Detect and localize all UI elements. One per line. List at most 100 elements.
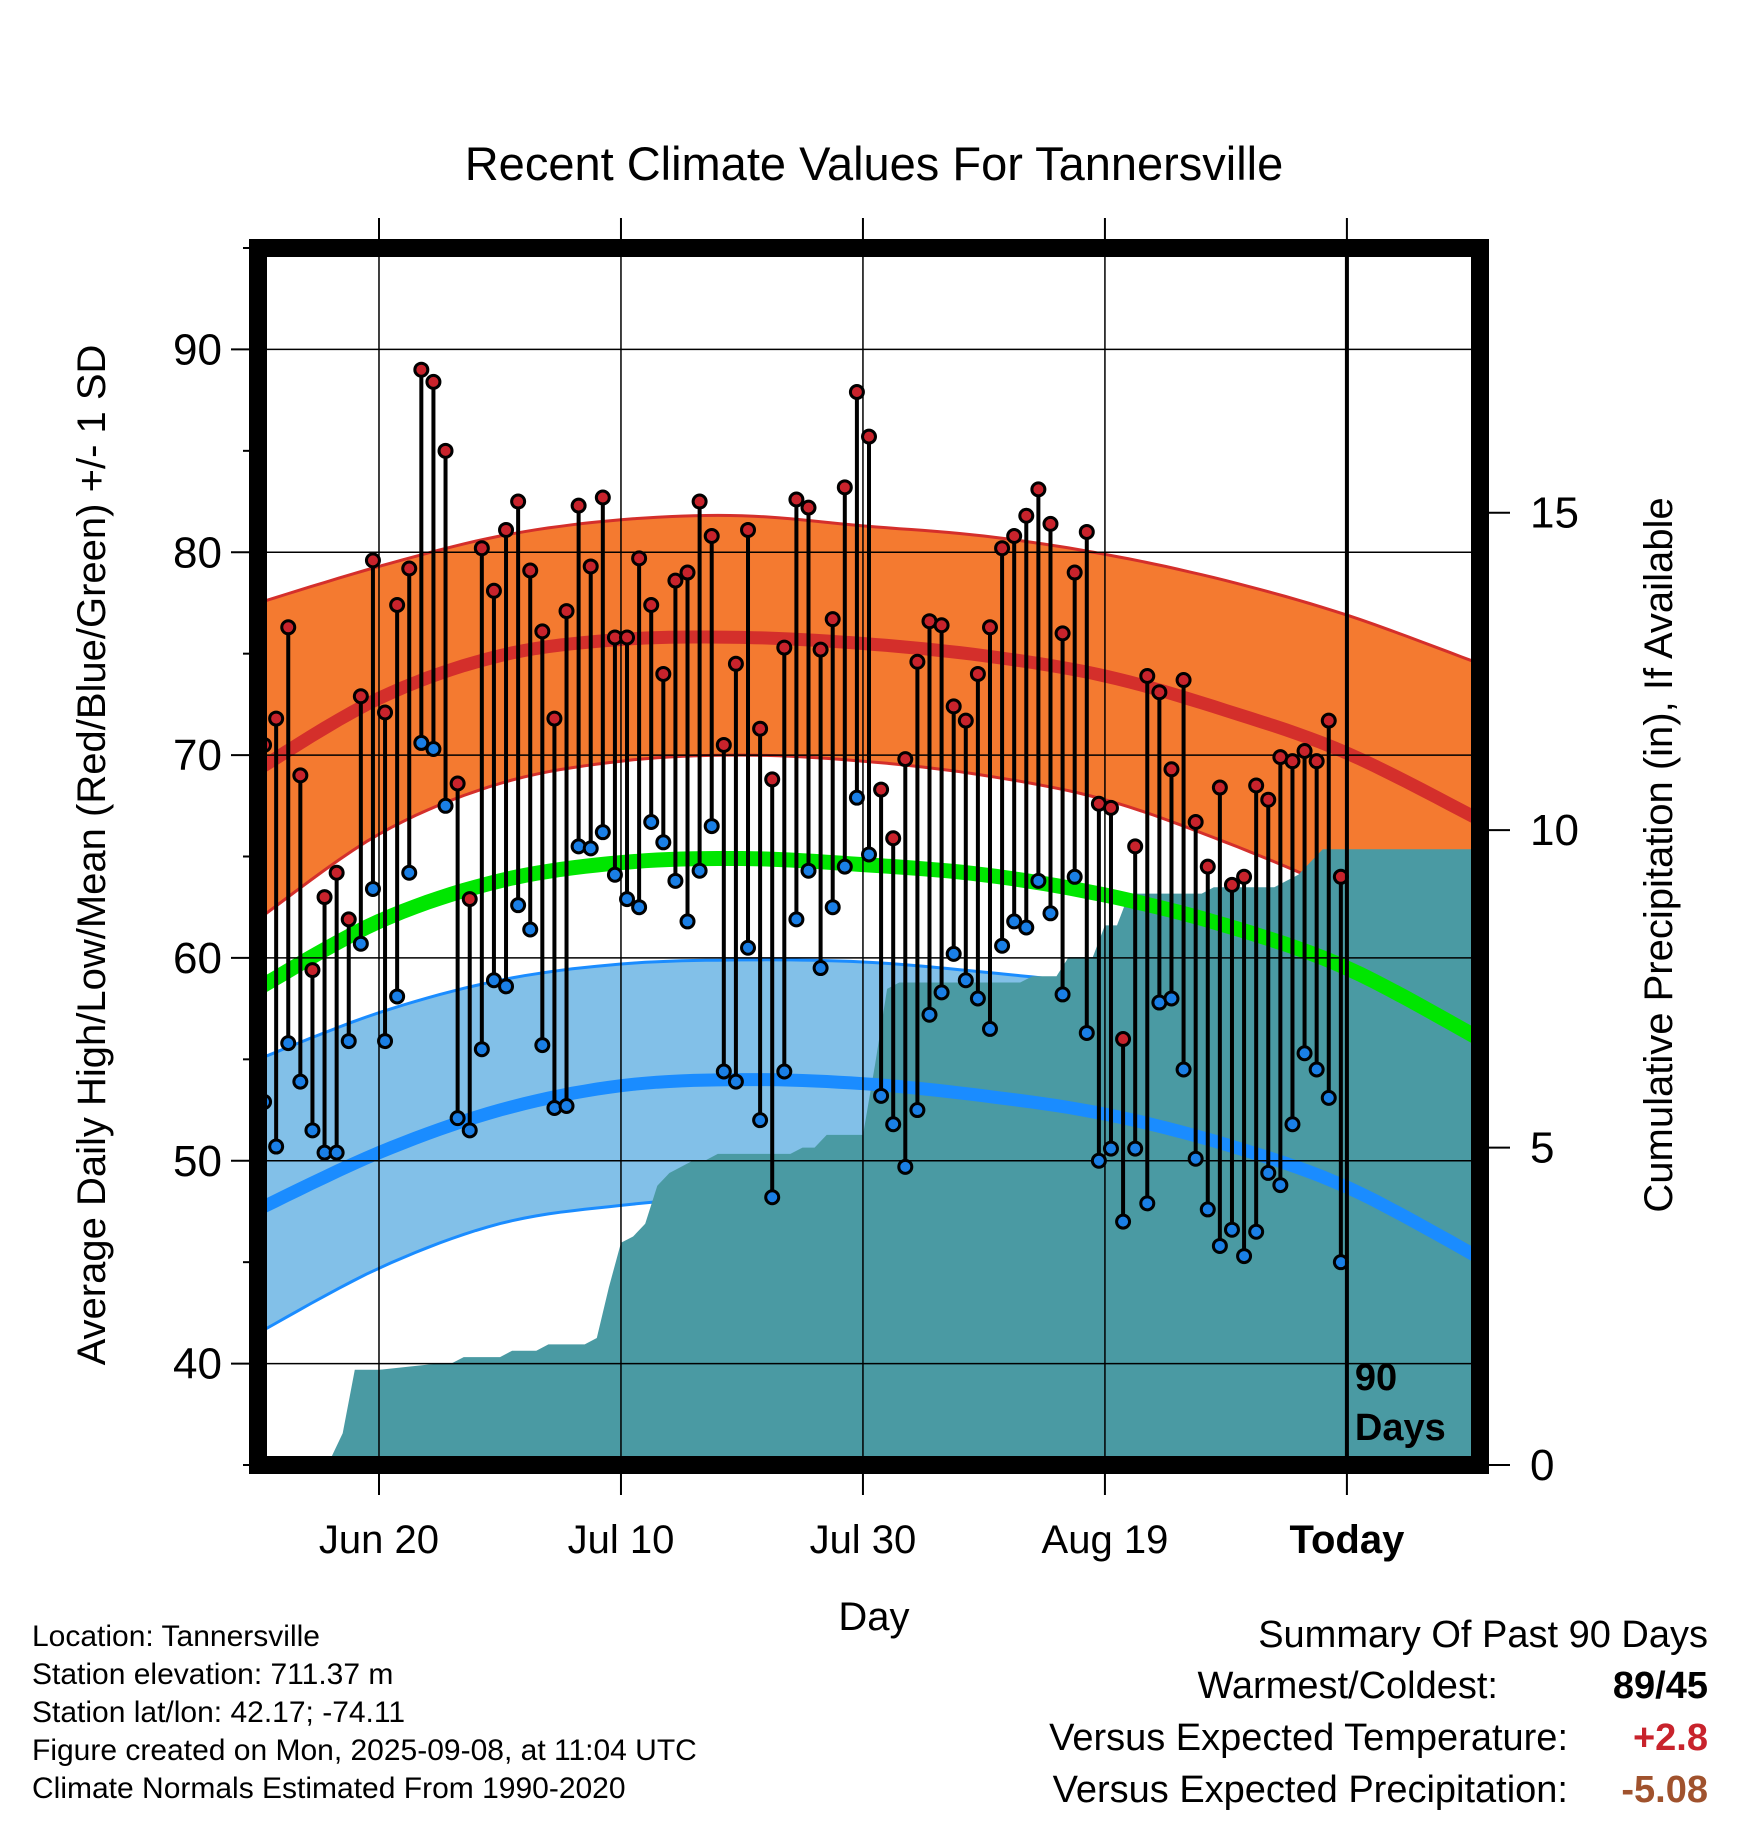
daily-low-point <box>606 866 623 883</box>
daily-low-point <box>1284 1116 1301 1133</box>
daily-high-point <box>1066 564 1083 581</box>
daily-high-point <box>788 491 805 508</box>
daily-low-point <box>292 1073 309 1090</box>
daily-high-point <box>389 596 406 613</box>
daily-high-point <box>1139 667 1156 684</box>
daily-high-point <box>1211 779 1228 796</box>
daily-low-point <box>268 1138 285 1155</box>
daily-low-point <box>558 1097 575 1114</box>
daily-low-point <box>1320 1089 1337 1106</box>
y2-tick-label: 10 <box>1530 806 1579 855</box>
daily-high-point <box>1078 523 1095 540</box>
daily-low-point <box>861 846 877 863</box>
daily-low-point <box>1054 986 1071 1003</box>
daily-low-point <box>945 945 962 962</box>
x-tick-label: Jul 30 <box>810 1518 917 1562</box>
daily-low-point <box>401 864 418 881</box>
daily-low-point <box>437 797 454 814</box>
daily-high-point <box>752 720 769 737</box>
daily-high-point <box>909 653 926 670</box>
daily-low-point <box>740 939 757 956</box>
daily-low-point <box>498 978 515 995</box>
daily-low-point <box>389 988 406 1005</box>
daily-low-point <box>655 834 672 851</box>
daily-low-point <box>340 1033 357 1050</box>
daily-low-point <box>909 1102 926 1119</box>
daily-high-point <box>1006 528 1023 545</box>
chart-title: Recent Climate Values For Tannersville <box>465 137 1284 190</box>
daily-high-point <box>1018 507 1035 524</box>
daily-low-point <box>824 899 841 916</box>
summary-row-temp: Versus Expected Temperature: +2.8 <box>808 1712 1708 1764</box>
summary-row-extremes: Warmest/Coldest: 89/45 <box>808 1660 1708 1712</box>
daily-high-point <box>994 540 1011 557</box>
daily-low-point <box>800 862 817 879</box>
daily-low-point <box>981 1020 998 1037</box>
summary-row-precip: Versus Expected Precipitation: -5.08 <box>808 1764 1708 1816</box>
daily-high-point <box>292 767 309 784</box>
daily-high-point <box>1030 481 1047 498</box>
summary-title: Summary Of Past 90 Days <box>1258 1614 1708 1656</box>
daily-high-point <box>800 499 817 516</box>
daily-high-point <box>1199 858 1216 875</box>
daily-high-point <box>1223 876 1240 893</box>
daily-high-point <box>1163 761 1180 778</box>
daily-low-point <box>1187 1150 1204 1167</box>
daily-high-point <box>1127 838 1144 855</box>
daily-low-point <box>1272 1177 1289 1194</box>
daily-low-point <box>1248 1223 1265 1240</box>
precip-anomaly-value: -5.08 <box>1621 1769 1708 1811</box>
y-tick-label: 70 <box>173 731 222 780</box>
daily-high-point <box>836 479 853 496</box>
daily-high-point <box>1054 625 1071 642</box>
daily-high-point <box>703 528 720 545</box>
daily-high-point <box>1115 1031 1132 1048</box>
daily-high-point <box>316 889 333 906</box>
daily-low-point <box>352 935 369 952</box>
x-tick-label: Jun 20 <box>319 1518 439 1562</box>
daily-high-point <box>1102 799 1119 816</box>
today-label-unit: Days <box>1355 1407 1446 1449</box>
daily-low-point <box>1296 1045 1313 1062</box>
daily-high-point <box>268 710 285 727</box>
daily-low-point <box>969 990 986 1007</box>
daily-high-point <box>280 619 297 636</box>
daily-low-point <box>582 840 599 857</box>
daily-high-point <box>1042 515 1059 532</box>
daily-high-point <box>413 361 430 378</box>
daily-high-point <box>619 629 636 646</box>
daily-low-point <box>873 1087 890 1104</box>
daily-high-point <box>449 775 466 792</box>
daily-low-point <box>788 911 805 928</box>
daily-high-point <box>1151 684 1168 701</box>
daily-high-point <box>594 489 611 506</box>
daily-low-point <box>1163 990 1180 1007</box>
daily-low-point <box>752 1112 769 1129</box>
daily-low-point <box>461 1122 478 1139</box>
daily-high-point <box>812 641 829 658</box>
daily-low-point <box>994 937 1011 954</box>
daily-high-point <box>522 562 539 579</box>
daily-high-point <box>873 781 890 798</box>
daily-high-point <box>461 891 478 908</box>
daily-high-point <box>957 712 974 729</box>
daily-high-point <box>945 698 962 715</box>
info-created: Figure created on Mon, 2025-09-08, at 11… <box>32 1734 697 1767</box>
daily-low-point <box>691 862 708 879</box>
daily-high-point <box>764 771 781 788</box>
daily-low-point <box>643 814 660 831</box>
plot-content: 90 Days <box>258 248 1480 1465</box>
daily-high-point <box>981 619 998 636</box>
daily-high-point <box>1320 712 1337 729</box>
y-axis-label: Average Daily High/Low/Mean (Red/Blue/Gr… <box>70 345 114 1366</box>
daily-high-point <box>1260 791 1277 808</box>
daily-low-point <box>848 789 865 806</box>
daily-low-point <box>485 972 502 989</box>
daily-high-point <box>679 564 696 581</box>
temp-anomaly-value: +2.8 <box>1632 1717 1708 1759</box>
daily-high-point <box>485 582 502 599</box>
daily-high-point <box>727 655 744 672</box>
daily-high-point <box>534 623 551 640</box>
daily-high-point <box>1284 753 1301 770</box>
today-label-number: 90 <box>1355 1357 1397 1399</box>
